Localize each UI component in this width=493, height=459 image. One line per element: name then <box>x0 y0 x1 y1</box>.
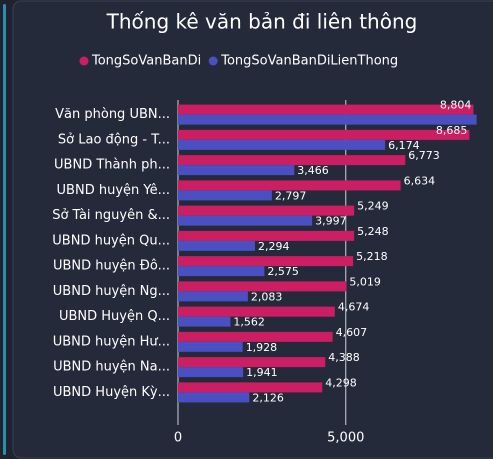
data-label: 6,634 <box>404 174 436 187</box>
side-border <box>3 4 6 455</box>
y-tick-label: Văn phòng UBN... <box>55 107 170 122</box>
data-label: 6,773 <box>408 149 440 162</box>
x-tick-label: 0 <box>174 431 182 446</box>
bar <box>178 104 474 115</box>
bar <box>178 190 272 201</box>
bar <box>178 316 231 327</box>
legend-label: TongSoVanBanDi <box>91 54 201 69</box>
bar <box>178 180 401 191</box>
y-tick-label: UBND huyện Qu... <box>52 233 170 248</box>
data-label: 4,298 <box>325 376 357 389</box>
bar <box>178 215 313 226</box>
chart-title: Thống kê văn bản đi liên thông <box>106 10 418 34</box>
data-label: 6,174 <box>388 139 420 152</box>
bar <box>178 230 355 241</box>
y-tick-label: UBND huyện Hư... <box>53 334 170 349</box>
data-label: 2,083 <box>251 290 283 303</box>
data-label: 1,562 <box>233 316 264 329</box>
y-tick-label: UBND huyện Đô... <box>53 259 170 274</box>
bar <box>178 114 477 125</box>
x-tick-label: 5,000 <box>327 431 364 446</box>
data-label: 5,249 <box>357 200 389 213</box>
data-label: 2,575 <box>267 265 299 278</box>
data-label: 8,685 <box>436 124 468 137</box>
bar <box>178 281 347 292</box>
data-label: 4,388 <box>328 351 360 364</box>
bar <box>178 205 355 216</box>
legend-label: TongSoVanBanDiLienThong <box>220 54 398 69</box>
bar <box>178 165 295 176</box>
bar <box>178 367 244 378</box>
y-tick-label: Sở Tài nguyên &... <box>52 208 170 223</box>
data-label: 5,019 <box>349 275 381 288</box>
data-label: 5,248 <box>357 225 389 238</box>
bar <box>178 341 243 352</box>
y-tick-label: UBND huyện Yê... <box>57 183 170 198</box>
data-label: 1,941 <box>246 366 278 379</box>
bar <box>178 266 265 277</box>
bar <box>178 291 248 302</box>
y-tick-label: UBND Huyện Q... <box>59 309 170 324</box>
data-label: 1,928 <box>246 341 278 354</box>
bar <box>178 155 406 166</box>
y-tick-label: UBND huyện Ng... <box>53 284 170 299</box>
y-tick-label: UBND Huyện Kỳ... <box>53 385 170 400</box>
bar <box>178 129 470 140</box>
legend-swatch <box>79 56 89 66</box>
data-label: 4,674 <box>338 301 370 314</box>
bar <box>178 139 386 150</box>
legend-swatch <box>208 56 218 66</box>
bar <box>178 392 250 403</box>
bar <box>178 331 333 342</box>
y-tick-label: UBND Thành ph... <box>54 158 170 173</box>
bar <box>178 306 335 317</box>
y-tick-label: Sở Lao động - T... <box>58 132 170 147</box>
bar <box>178 357 326 368</box>
data-label: 3,466 <box>297 164 329 177</box>
data-label: 2,294 <box>258 240 290 253</box>
y-tick-label: UBND huyện Na... <box>53 360 170 375</box>
data-label: 2,126 <box>252 391 284 404</box>
data-label: 8,804 <box>440 99 472 112</box>
bar <box>178 256 354 267</box>
data-label: 2,797 <box>275 189 307 202</box>
bar <box>178 382 323 393</box>
data-label: 3,997 <box>315 215 347 228</box>
bar <box>178 240 255 251</box>
data-label: 4,607 <box>336 326 368 339</box>
data-label: 5,218 <box>356 250 388 263</box>
